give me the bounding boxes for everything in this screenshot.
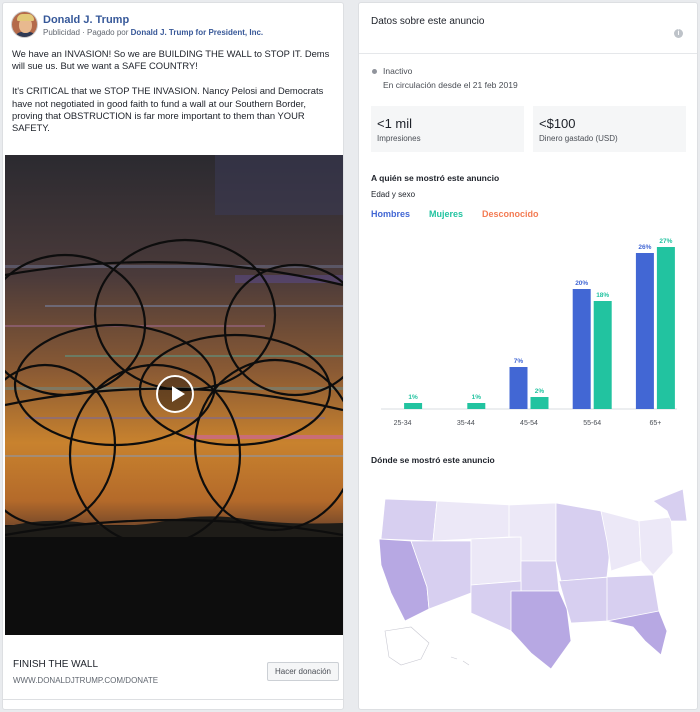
legend-unknown: Desconocido — [482, 209, 539, 219]
info-panel-title: Datos sobre este anuncio — [371, 16, 485, 27]
sponsor-line: Publicidad · Pagado por Donald J. Trump … — [43, 28, 263, 37]
us-states-map — [378, 488, 687, 670]
map-region-northwest — [380, 498, 438, 542]
age-gender-chart: 1% 25-34 1% 35-44 7% 2% 45-54 20% 18% 55-64 26% 27%… — [381, 238, 677, 427]
age-gender-label: Edad y sexo — [371, 190, 416, 199]
divider — [359, 53, 697, 54]
status-dot-icon — [372, 69, 377, 74]
tick-label-55-64: 55-64 — [583, 420, 601, 427]
video-frame-image — [5, 155, 343, 635]
map-region-mid-atlantic — [638, 516, 674, 576]
map-region-florida — [606, 610, 668, 656]
impressions-label: Impresiones — [377, 134, 421, 143]
spend-label: Dinero gastado (USD) — [539, 134, 618, 143]
impressions-box: <1 mil Impresiones — [371, 106, 524, 152]
bar-women-25-34[interactable] — [404, 403, 423, 409]
bar-label-women-65+: 27% — [659, 238, 672, 245]
legend-women: Mujeres — [429, 209, 464, 219]
legend-men: Hombres — [371, 209, 411, 219]
ad-body-text: We have an INVASION! So we are BUILDING … — [12, 48, 338, 147]
status-label: Inactivo — [383, 66, 413, 76]
tick-label-45-54: 45-54 — [520, 420, 538, 427]
bar-women-55-64[interactable] — [593, 301, 612, 409]
map-region-northeast — [652, 488, 687, 522]
page-name-link[interactable]: Donald J. Trump — [43, 14, 130, 26]
ad-info-panel: Datos sobre este anuncio i Inactivo En c… — [358, 2, 698, 710]
bar-men-65+[interactable] — [635, 253, 654, 409]
ad-preview-card: Donald J. Trump Publicidad · Pagado por … — [2, 2, 344, 710]
spend-value: <$100 — [539, 116, 576, 131]
bar-label-women-25-34: 1% — [408, 394, 418, 401]
ad-header: Donald J. Trump Publicidad · Pagado por … — [11, 11, 337, 41]
bar-label-men-45-54: 7% — [514, 358, 524, 365]
play-button[interactable] — [156, 375, 194, 413]
spend-box: <$100 Dinero gastado (USD) — [533, 106, 686, 152]
map-region-texas — [510, 590, 572, 670]
page-avatar[interactable] — [11, 11, 38, 38]
bar-women-35-44[interactable] — [467, 403, 486, 409]
tick-label-25-34: 25-34 — [394, 420, 412, 427]
bar-men-45-54[interactable] — [509, 367, 528, 409]
map-region-alaska — [384, 626, 430, 666]
ad-video[interactable] — [5, 155, 343, 635]
bar-label-men-55-64: 20% — [575, 280, 588, 287]
tick-label-35-44: 35-44 — [457, 420, 475, 427]
map-region-plains-south — [520, 560, 560, 592]
impressions-value: <1 mil — [377, 116, 413, 131]
ad-text-paragraph-1: We have an INVASION! So we are BUILDING … — [12, 48, 330, 72]
info-icon[interactable]: i — [674, 29, 683, 38]
bar-label-women-45-54: 2% — [535, 388, 545, 395]
bar-women-65+[interactable] — [656, 247, 675, 409]
map-region-hawaii — [450, 656, 470, 666]
bar-label-women-55-64: 18% — [596, 292, 609, 299]
circulation-date: En circulación desde el 21 feb 2019 — [383, 80, 518, 90]
tick-label-65+: 65+ — [649, 420, 661, 427]
separator: · — [82, 28, 88, 37]
bar-women-45-54[interactable] — [530, 397, 549, 409]
map-region-rockies — [470, 536, 522, 586]
paid-by-name[interactable]: Donald J. Trump for President, Inc. — [130, 28, 264, 37]
ad-text-paragraph-2: It's CRITICAL that we STOP THE INVASION.… — [12, 85, 324, 134]
play-icon — [172, 386, 185, 402]
cta-headline[interactable]: FINISH THE WALL — [13, 659, 99, 670]
bar-label-women-35-44: 1% — [472, 394, 482, 401]
audience-section-title: A quién se mostró este anuncio — [371, 173, 500, 183]
donate-button[interactable]: Hacer donación — [267, 662, 339, 681]
bar-label-men-65+: 26% — [638, 244, 651, 251]
sponsored-label: Publicidad — [43, 28, 80, 37]
cta-link-url[interactable]: WWW.DONALDJTRUMP.COM/DONATE — [13, 676, 159, 685]
map-region-mountain-south — [410, 540, 472, 610]
map-region-mountain-north — [432, 500, 512, 542]
map-region-south-central — [558, 576, 612, 624]
divider — [3, 699, 343, 700]
map-region-great-lakes — [600, 510, 642, 572]
location-section-title: Dónde se mostró este anuncio — [371, 455, 495, 465]
paid-by-prefix: Pagado por — [87, 28, 129, 37]
bar-men-55-64[interactable] — [572, 289, 591, 409]
